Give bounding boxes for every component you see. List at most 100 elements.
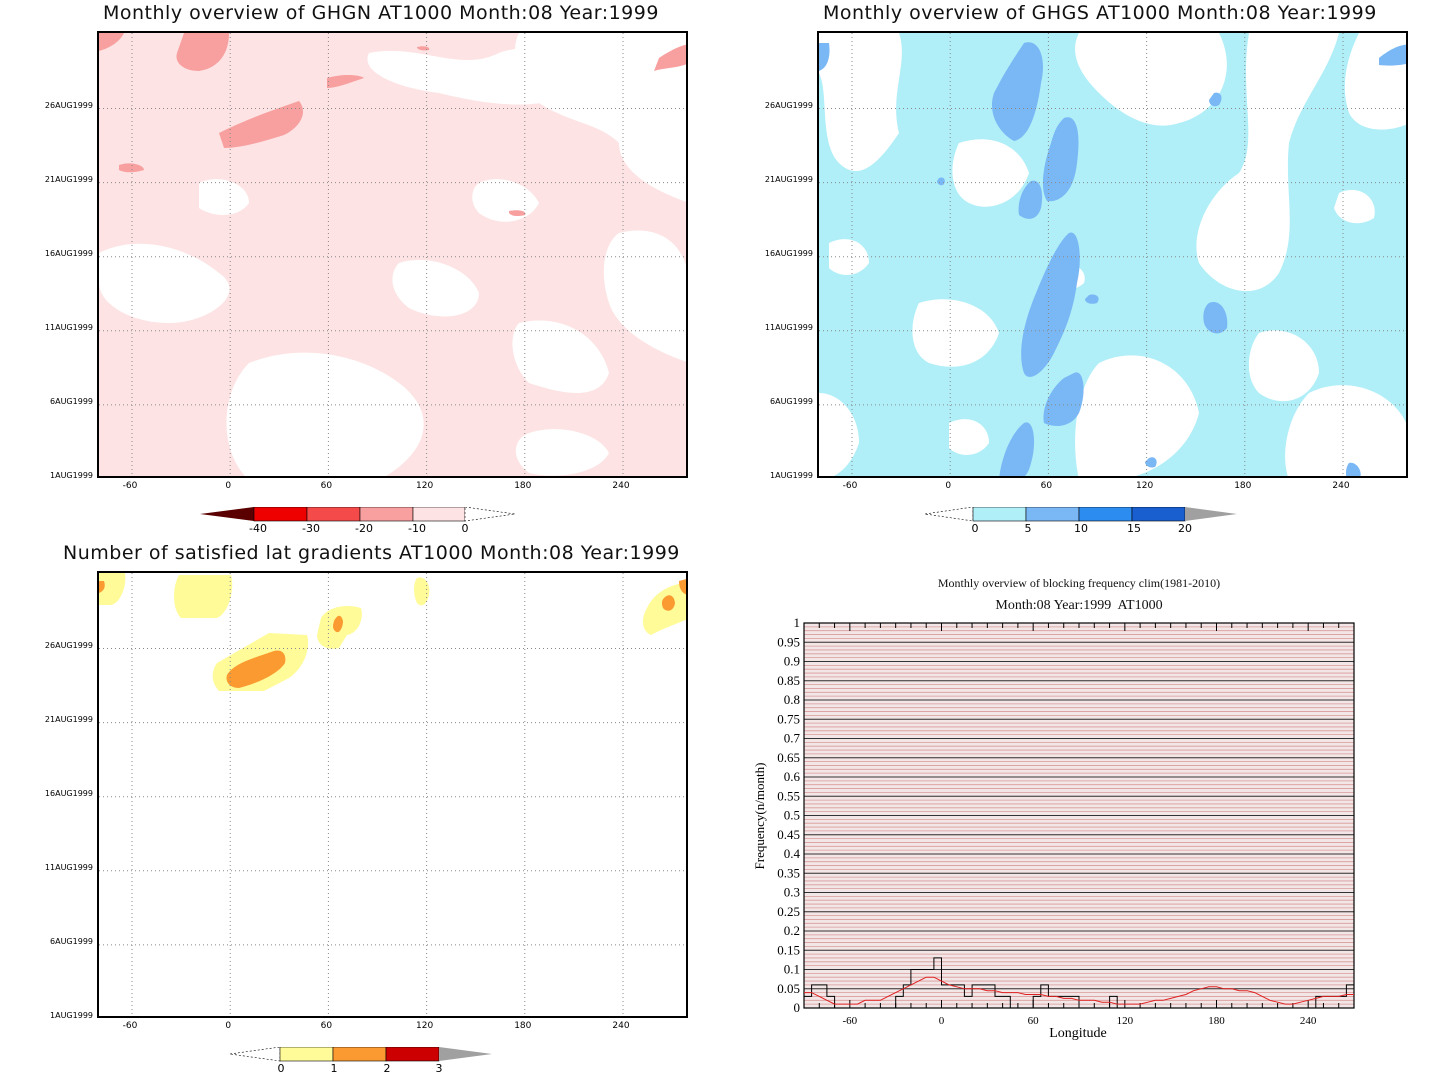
y-tick-label: 0.25 [777,904,800,919]
contour-region [829,239,869,275]
contour-region [509,210,526,217]
y-tick-label: 16AUG1999 [764,248,813,258]
field-plot [819,33,1406,476]
y-axis-title: Frequency(n/month) [752,762,767,870]
contour-region [661,595,675,611]
contour-white-regions [819,33,1406,476]
contour-mid-regions [99,579,686,688]
colorbar-label: 1 [330,1062,338,1075]
contour-region [1285,385,1406,476]
x-tick-label: 180 [1208,1015,1225,1027]
colorbar-graphic [229,1046,492,1062]
colorbar-arrow-high [439,1047,492,1061]
contour-region [1248,330,1319,402]
colorbar: -40 -30 -20 -10 0 [200,506,520,535]
y-tick-label: 0.2 [784,923,800,938]
contour-region [99,33,124,51]
contour-region [679,579,686,595]
colorbar-arrow-low [924,506,974,522]
x-tick-label: 120 [416,1021,434,1031]
x-tick-label: -60 [842,481,858,491]
y-tick-label: 11AUG1999 [764,322,813,332]
plot-area [817,31,1408,478]
y-tick-label: 0.05 [777,981,800,996]
x-tick-label: 120 [1136,481,1154,491]
colorbar-swatch [279,1046,334,1062]
y-tick-label: 0.9 [784,654,800,669]
colorbar-label: -30 [302,522,320,535]
x-tick-label: 240 [612,481,630,491]
contour-light-regions [99,573,686,691]
x-tick-label: 180 [514,481,532,491]
y-tick-label: 0.95 [777,634,800,649]
y-tick-label: 26AUG1999 [44,640,93,650]
series-line-observed [804,957,1355,1009]
contour-region [1209,92,1222,107]
contour-region [392,259,479,317]
contour-region [176,33,229,71]
colorbar-arrow-high [1185,507,1237,521]
colorbar-label: -40 [249,522,267,535]
contour-region [119,163,144,173]
x-tick-label: 180 [1234,481,1252,491]
contour-region [1021,232,1080,377]
contour-region [472,179,539,222]
contour-region [515,429,609,476]
contour-region [819,393,859,476]
contour-region [199,179,249,215]
x-tick-label: 180 [514,1021,532,1031]
y-tick-label: 0.7 [784,731,801,746]
contour-region [952,139,1029,207]
colorbar-swatch [412,506,466,522]
colorbar: 0 5 10 15 20 [924,506,1245,535]
contour-region [819,33,902,172]
colorbar-swatch [332,1046,387,1062]
contour-region [226,650,286,688]
grid-lines [99,33,686,476]
x-tick-label: -60 [122,1021,138,1031]
x-tick-label: 120 [1117,1015,1134,1027]
contour-region [949,419,989,455]
contour-region [226,352,424,476]
colorbar-swatch [306,506,361,522]
x-axis-title: Longitude [1049,1026,1107,1041]
grid-lines [819,33,1406,476]
colorbar-arrow-low [229,1046,281,1062]
plot-area [97,571,688,1018]
y-tick-label: 0.35 [777,865,800,880]
contour-region [1334,189,1375,224]
grid-lines [99,573,686,1016]
colorbar: 0 1 2 3 [229,1046,500,1075]
colorbar-label: 20 [1178,522,1192,535]
contour-region [174,575,233,618]
contour-region [219,101,304,148]
y-tick-label: 1 [794,615,801,630]
contour-region [333,615,343,633]
y-tick-label: 1AUG1999 [50,471,93,480]
contour-region [1345,462,1361,476]
x-tick-label: -60 [122,481,138,491]
contour-region [1196,33,1339,292]
y-tick-label: 6AUG1999 [50,936,93,946]
y-tick-label: 6AUG1999 [770,396,813,406]
x-tick-label: 240 [612,1021,630,1031]
contour-region [1075,33,1227,126]
colorbar-label: -20 [355,522,373,535]
y-tick-label: 26AUG1999 [764,100,813,110]
field-plot [99,573,686,1016]
contour-region [654,44,686,71]
y-tick-label: 0.75 [777,711,800,726]
x-tick-label: 60 [1040,481,1053,491]
y-tick-label: 0.5 [784,808,800,823]
chart-title: Monthly overview of GHGS AT1000 Month:08… [823,2,1377,24]
colorbar-swatch [1078,506,1133,522]
colorbar-swatch [253,506,308,522]
contour-region [515,33,686,202]
x-tick-label: 60 [320,1021,333,1031]
contour-region [1085,294,1099,304]
colorbar-graphic [200,506,516,522]
y-tick-label: 16AUG1999 [44,248,93,258]
colorbar-label: 0 [461,522,469,535]
contour-region [1379,44,1406,66]
colorbar-arrow-low [200,507,254,521]
